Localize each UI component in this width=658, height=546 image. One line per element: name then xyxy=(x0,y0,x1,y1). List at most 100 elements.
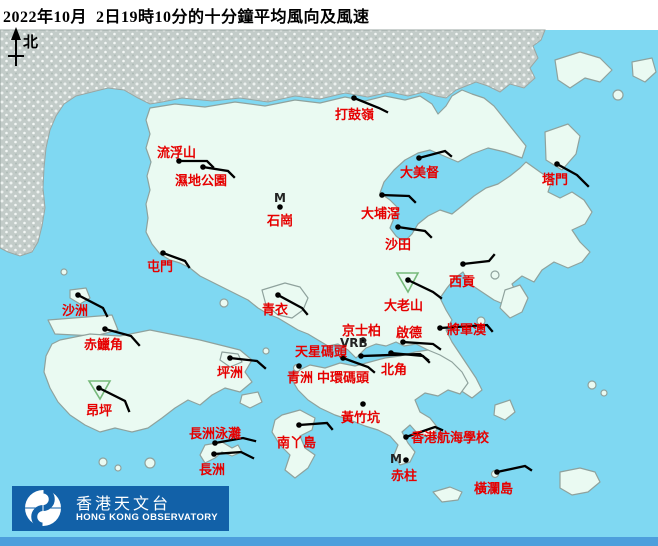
sharp-island xyxy=(490,270,500,280)
station-cheung-chau-beach: 長洲泳灘 xyxy=(189,426,257,446)
hko-logo[interactable]: 香港天文台 HONG KONG OBSERVATORY xyxy=(12,486,229,531)
station-shek-kong: M 石崗 xyxy=(266,191,293,229)
wind-barb-icon xyxy=(417,149,453,160)
station-label: 大美督 xyxy=(400,165,439,181)
station-label: 昂坪 xyxy=(86,403,112,419)
bottom-bar xyxy=(0,537,658,546)
station-dot-icon xyxy=(96,385,102,391)
station-flag-label: VRB xyxy=(340,336,368,350)
station-dot-icon xyxy=(275,292,281,298)
station-tai-mei-tuk: 大美督 xyxy=(400,149,453,181)
station-label: 石崗 xyxy=(266,214,293,229)
wind-barb-icon xyxy=(341,356,376,374)
kat-o-islands xyxy=(554,51,613,89)
station-sha-tin: 沙田 xyxy=(385,224,433,253)
station-dot-icon xyxy=(277,204,283,210)
station-label: 大老山 xyxy=(384,298,423,314)
wind-barb-icon xyxy=(212,450,255,460)
station-dot-icon xyxy=(296,363,302,369)
station-label: 香港航海學校 xyxy=(410,430,490,446)
chek-lap-kok-airport-island xyxy=(47,314,119,337)
station-dot-icon xyxy=(388,350,394,356)
station-label: 北角 xyxy=(381,362,407,378)
hei-ling-chau-island xyxy=(239,391,263,409)
station-dot-icon xyxy=(360,337,366,343)
station-dot-icon xyxy=(554,161,560,167)
station-label: 京士柏 xyxy=(342,323,381,339)
station-label: 啟德 xyxy=(396,325,422,341)
station-dot-icon xyxy=(403,457,409,463)
station-label: 橫瀾島 xyxy=(474,481,513,497)
wind-barb-icon xyxy=(97,386,131,413)
station-wong-chuk-hang: 黃竹坑 xyxy=(340,401,380,426)
wind-barb-icon xyxy=(406,278,443,300)
station-dot-icon xyxy=(200,164,206,170)
station-label: 濕地公園 xyxy=(175,173,227,189)
station-dot-icon xyxy=(212,440,218,446)
station-dot-icon xyxy=(405,277,411,283)
station-label: 坪洲 xyxy=(217,366,243,381)
station-dot-icon xyxy=(211,451,217,457)
ping-chau-island xyxy=(631,57,657,83)
wind-barb-icon xyxy=(401,340,442,351)
station-lau-fau-shan: 流浮山 xyxy=(157,145,215,169)
station-label: 長洲 xyxy=(199,463,225,478)
wind-barb-icon xyxy=(495,464,533,474)
north-label: 北 xyxy=(23,33,39,51)
station-label: 屯門 xyxy=(147,259,173,275)
station-dot-icon xyxy=(75,292,81,298)
wind-barb-icon xyxy=(276,293,309,316)
hko-logo-emblem xyxy=(25,487,61,529)
station-kai-tak: 啟德 xyxy=(396,325,442,351)
station-sha-chau: 沙洲 xyxy=(62,292,109,319)
station-dot-icon xyxy=(379,192,385,198)
page-title: 2022年10月 2日19時10分的十分鐘平均風向及風速 xyxy=(3,9,370,26)
station-cheung-chau: 長洲 xyxy=(199,450,255,478)
wind-barb-icon xyxy=(297,421,334,431)
po-toi-islands xyxy=(559,467,601,496)
wind-barb-icon xyxy=(228,356,267,370)
station-label: 沙田 xyxy=(385,238,411,253)
station-dot-icon xyxy=(358,353,364,359)
station-dot-icon xyxy=(460,261,466,267)
kau-yi-chau-island xyxy=(262,347,270,355)
station-dot-icon xyxy=(403,434,409,440)
station-label: 天星碼頭 xyxy=(295,345,348,360)
station-label: 中環碼頭 xyxy=(317,370,370,386)
station-dot-icon xyxy=(437,325,443,331)
shek-kwu-chau-island xyxy=(144,457,156,469)
lamma-island-shape xyxy=(271,409,316,479)
station-label: 沙洲 xyxy=(62,304,88,319)
station-tuen-mun: 屯門 xyxy=(147,250,191,275)
station-dot-icon xyxy=(360,401,366,407)
wind-barb-icon xyxy=(555,162,590,188)
station-lamma-island: 南丫島 xyxy=(277,421,334,451)
station-flag-label: M xyxy=(274,191,286,205)
station-dot-icon xyxy=(102,326,108,332)
islands xyxy=(43,51,657,503)
kau-sai-chau-island xyxy=(499,284,529,319)
station-green-island: 青洲 xyxy=(287,363,313,386)
station-dot-icon xyxy=(296,422,302,428)
wind-barb-icon xyxy=(76,293,109,318)
hong-kong-island xyxy=(291,349,469,466)
station-label: 將軍澳 xyxy=(447,322,487,338)
hko-chinese-name: 香港天文台 xyxy=(76,493,172,513)
wind-barb-icon xyxy=(161,251,191,269)
hko-logo-text: 香港天文台 HONG KONG OBSERVATORY xyxy=(76,495,218,523)
hko-english-name: HONG KONG OBSERVATORY xyxy=(76,511,218,523)
ma-wan-island xyxy=(219,298,229,308)
station-dot-icon xyxy=(400,339,406,345)
new-territories-landmass xyxy=(145,89,593,399)
ninepin-island-2 xyxy=(600,389,608,397)
shenzhen-urban-area xyxy=(0,29,546,257)
station-stanley: M 赤柱 xyxy=(390,452,417,484)
wind-barb-icon xyxy=(389,351,431,364)
station-label: 南丫島 xyxy=(277,435,316,451)
station-hk-sea-school: 香港航海學校 xyxy=(403,425,490,446)
station-label: 打鼓嶺 xyxy=(335,107,374,123)
station-dot-icon xyxy=(395,224,401,230)
